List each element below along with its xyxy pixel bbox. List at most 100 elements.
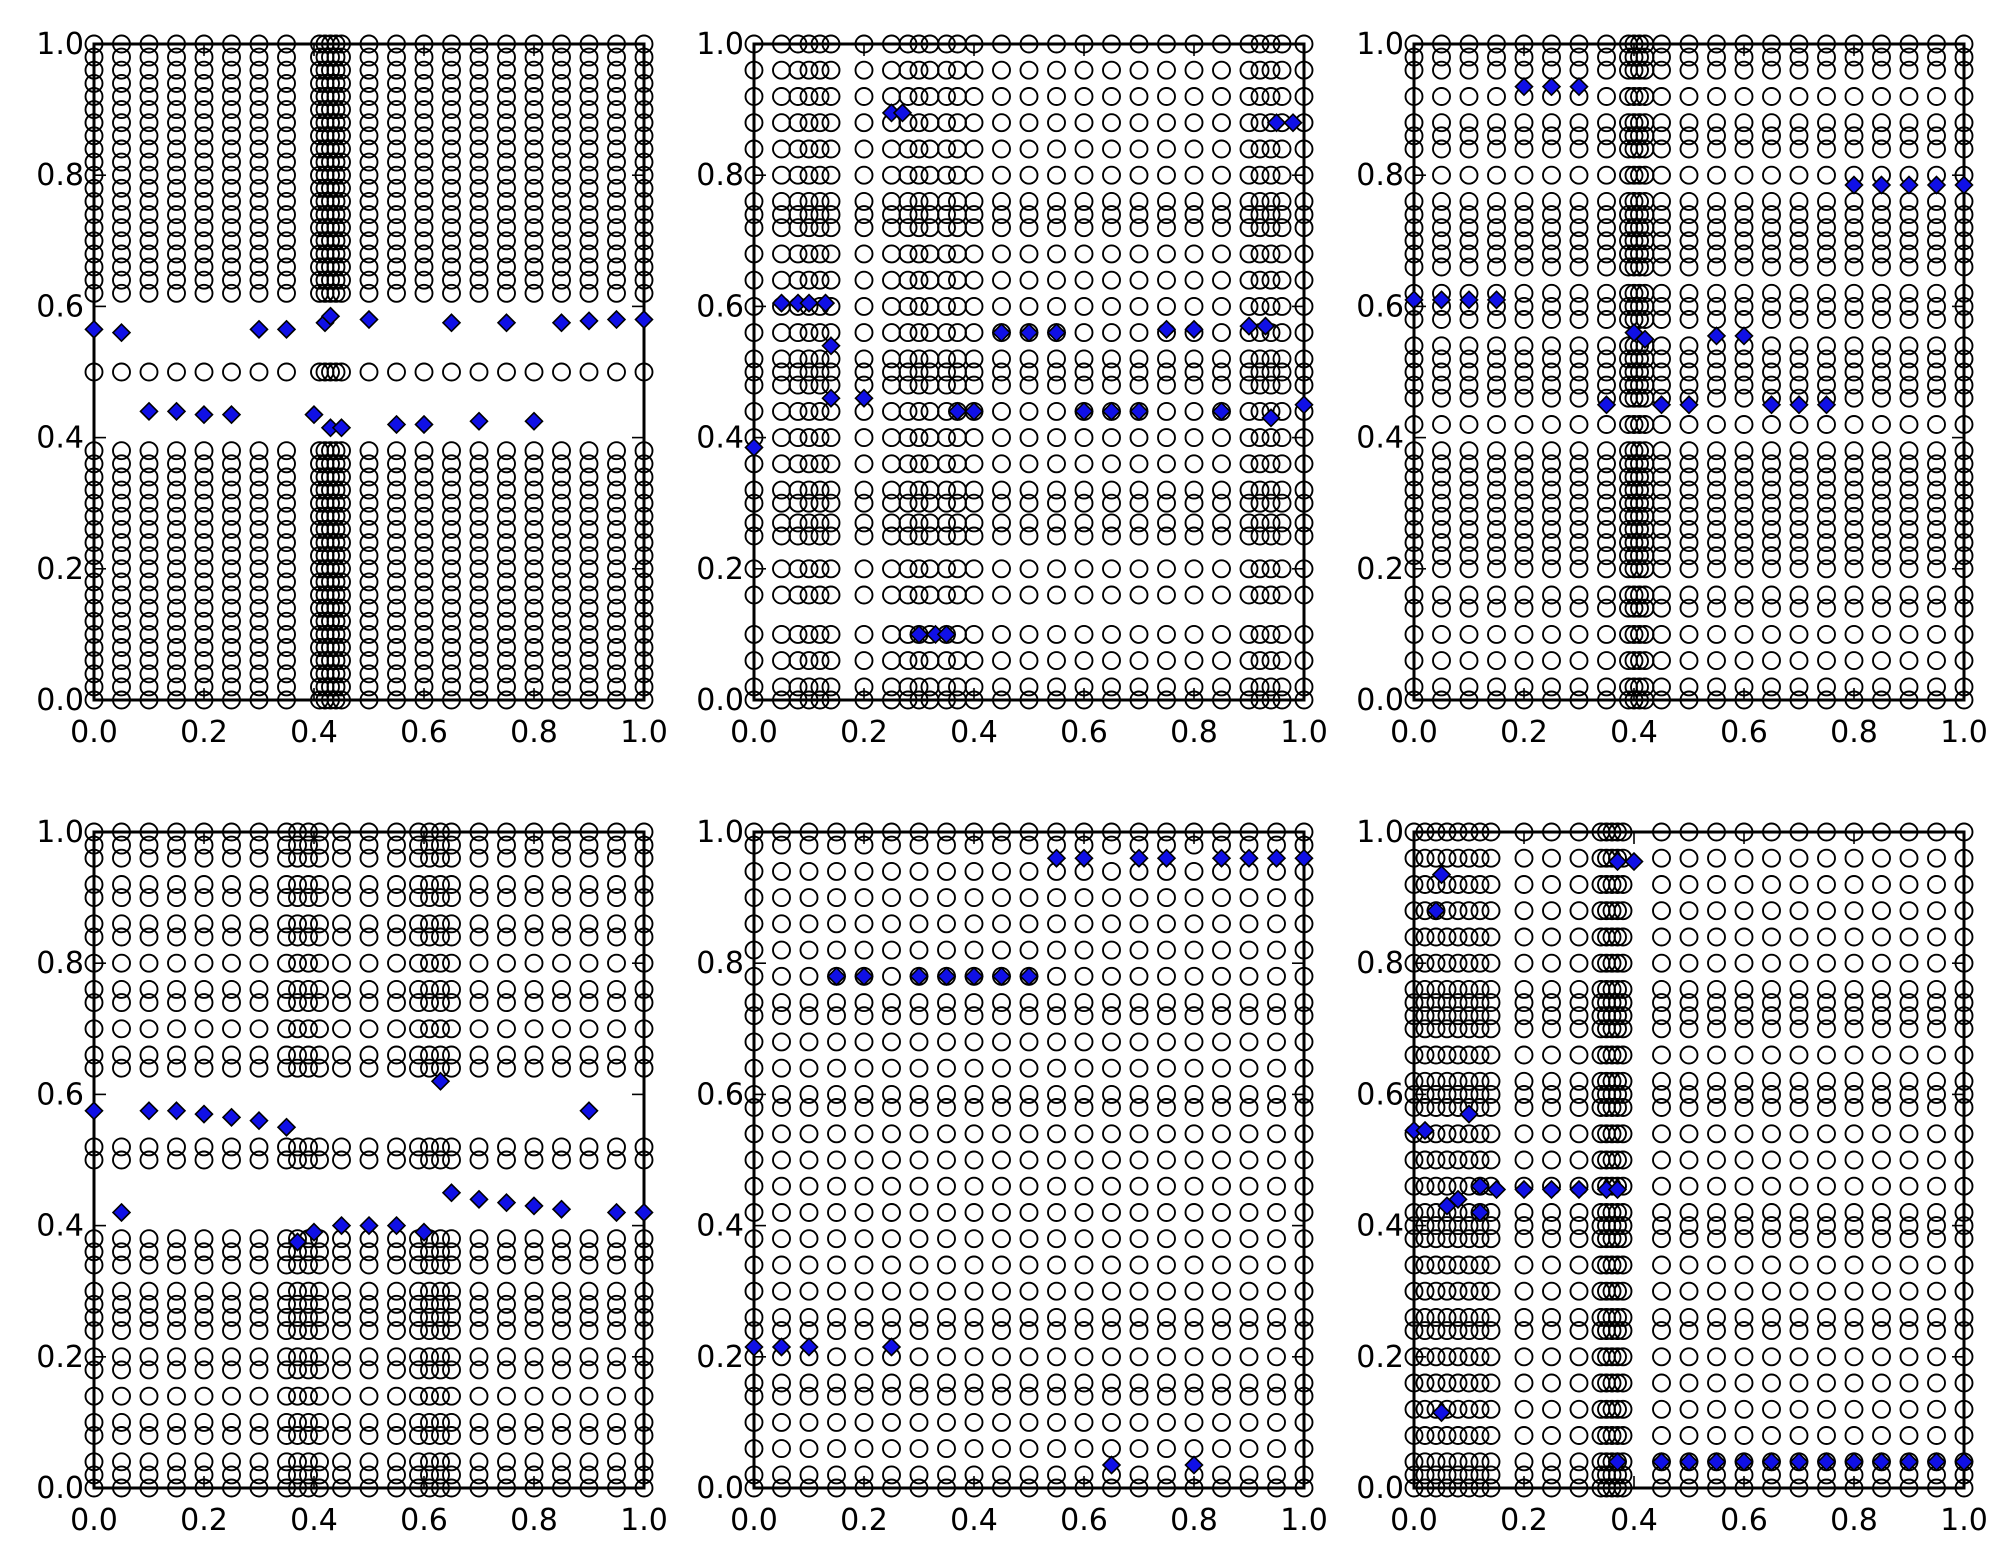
sample-point xyxy=(1679,441,1699,461)
sample-point xyxy=(222,664,241,684)
sample-point xyxy=(112,270,131,290)
sample-point xyxy=(1652,34,1671,54)
sample-point xyxy=(1432,467,1451,487)
sample-point xyxy=(387,270,406,290)
sample-point xyxy=(1261,244,1281,264)
sample-point xyxy=(414,73,434,93)
sample-point xyxy=(1630,375,1649,395)
sample-point xyxy=(1239,624,1259,644)
sample-point xyxy=(992,493,1011,513)
y-tick-label: 0.8 xyxy=(1356,158,1404,193)
sample-point xyxy=(1459,126,1479,146)
sample-point xyxy=(634,624,654,644)
x-tick-label: 0.0 xyxy=(70,715,118,750)
sample-point xyxy=(359,677,379,697)
sample-point xyxy=(744,113,764,133)
sample-point xyxy=(634,638,654,657)
x-tick-label: 0.2 xyxy=(180,1503,228,1538)
sample-point xyxy=(167,47,186,67)
sample-point xyxy=(821,493,841,513)
sample-point xyxy=(821,428,841,448)
sample-point xyxy=(1261,624,1281,644)
sample-point xyxy=(607,34,626,54)
sample-point xyxy=(799,428,819,448)
sample-point xyxy=(788,513,808,533)
sample-point xyxy=(387,218,406,238)
sample-point xyxy=(1404,257,1424,277)
sample-point xyxy=(497,598,516,618)
sample-point xyxy=(799,690,819,710)
sample-point xyxy=(359,572,379,592)
x-tick-label: 0.4 xyxy=(1610,715,1658,750)
sample-point xyxy=(1250,34,1270,54)
sample-point xyxy=(442,533,461,553)
sample-point xyxy=(1129,624,1149,644)
sample-point xyxy=(1212,165,1231,185)
sample-point xyxy=(992,205,1011,225)
sample-point xyxy=(634,87,654,106)
sample-point xyxy=(387,244,406,264)
sample-point xyxy=(964,296,984,316)
sample-point xyxy=(497,664,516,684)
sample-point xyxy=(1652,165,1671,185)
sample-point xyxy=(992,349,1011,369)
selected-point xyxy=(821,388,841,408)
sample-point xyxy=(579,585,599,605)
sample-point xyxy=(799,401,819,421)
sample-point xyxy=(821,677,841,697)
sample-point xyxy=(1569,139,1589,159)
sample-point xyxy=(326,493,346,513)
sample-point xyxy=(1597,533,1616,553)
sample-point xyxy=(1542,375,1561,395)
sample-point xyxy=(1047,218,1066,238)
sample-point xyxy=(1129,87,1149,106)
sample-point xyxy=(552,624,571,644)
sample-point xyxy=(442,87,461,106)
sample-point xyxy=(326,152,346,172)
sample-point xyxy=(167,651,186,671)
sample-point xyxy=(139,47,159,67)
sample-point xyxy=(1542,677,1561,697)
sample-point xyxy=(1487,34,1506,54)
sample-point xyxy=(1652,677,1671,697)
sample-point xyxy=(167,624,186,644)
sample-point xyxy=(1679,244,1699,264)
sample-point xyxy=(249,283,269,303)
y-tick-label: 0.4 xyxy=(696,421,744,456)
sample-point xyxy=(937,60,956,80)
sample-point xyxy=(1459,205,1479,225)
sample-point xyxy=(1569,559,1589,579)
sample-point xyxy=(1074,113,1094,133)
sample-point xyxy=(607,152,626,172)
sample-point xyxy=(1074,480,1094,500)
sample-point xyxy=(167,257,186,277)
sample-point xyxy=(497,690,516,710)
sample-point xyxy=(524,441,544,461)
sample-point xyxy=(84,126,104,146)
sample-point xyxy=(497,178,516,198)
sample-point xyxy=(579,506,599,526)
sample-point xyxy=(1652,60,1671,80)
sample-point xyxy=(854,526,874,546)
sample-point xyxy=(442,546,461,566)
sample-point xyxy=(607,585,626,605)
sample-point xyxy=(810,139,830,159)
sample-point xyxy=(821,513,841,533)
sample-point xyxy=(937,428,956,448)
sample-point xyxy=(321,651,340,671)
selected-point xyxy=(331,418,352,438)
sample-point xyxy=(1679,533,1699,553)
sample-point xyxy=(607,126,626,146)
sample-point xyxy=(1514,624,1534,644)
sample-point xyxy=(799,270,819,290)
sample-point xyxy=(1129,375,1149,395)
sample-point xyxy=(1074,651,1094,671)
sample-point xyxy=(497,257,516,277)
sample-point xyxy=(744,401,764,421)
sample-point xyxy=(1459,585,1479,605)
sample-point xyxy=(1404,336,1424,356)
sample-point xyxy=(992,191,1011,211)
sample-point xyxy=(1239,270,1259,290)
selected-point xyxy=(1184,319,1204,339)
sample-point xyxy=(898,139,918,159)
